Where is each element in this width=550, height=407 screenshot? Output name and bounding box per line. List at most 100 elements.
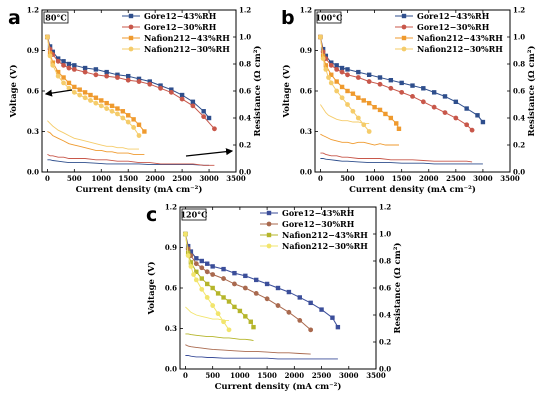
data-point bbox=[469, 127, 475, 133]
data-point bbox=[339, 69, 345, 75]
x-tick-label: 1000 bbox=[92, 174, 112, 183]
series-2: Nafion212−43%RH bbox=[318, 33, 503, 146]
data-point bbox=[199, 276, 204, 281]
data-point bbox=[204, 295, 210, 300]
data-point bbox=[297, 295, 302, 300]
y2-tick-label: 0.0 bbox=[513, 168, 525, 177]
data-point bbox=[88, 92, 93, 98]
data-point bbox=[226, 327, 232, 333]
legend-marker bbox=[266, 232, 272, 238]
legend-marker bbox=[401, 46, 407, 52]
resistance-line bbox=[47, 154, 215, 166]
x-tick-label: 2500 bbox=[446, 174, 466, 183]
data-point bbox=[188, 264, 194, 269]
y-tick-label: 0.6 bbox=[165, 284, 177, 293]
data-point bbox=[221, 295, 226, 300]
data-point bbox=[99, 98, 104, 103]
data-point bbox=[286, 309, 292, 315]
data-point bbox=[115, 106, 120, 111]
data-point bbox=[61, 62, 66, 68]
data-point bbox=[275, 303, 281, 308]
data-point bbox=[98, 103, 104, 109]
legend-entry: Gore12−30%RH bbox=[144, 22, 217, 32]
y2-tick-label: 1.2 bbox=[239, 6, 251, 15]
data-point bbox=[356, 95, 361, 100]
y-tick-label: 1.2 bbox=[165, 203, 177, 212]
legend-marker bbox=[266, 210, 272, 216]
data-point bbox=[334, 79, 339, 84]
data-point bbox=[339, 95, 345, 101]
data-point bbox=[169, 87, 174, 92]
data-point bbox=[319, 307, 324, 312]
y2-tick-label: 0.0 bbox=[239, 168, 251, 177]
y2-tick-label: 0.0 bbox=[379, 365, 391, 374]
chart-panel-b: 0 500 1000 1500 2000 2500 3000 35000.00.30.60.9… bbox=[281, 6, 537, 196]
legend-marker bbox=[401, 35, 407, 41]
data-point bbox=[345, 102, 350, 107]
data-point bbox=[93, 95, 99, 100]
x-tick-label: 2000 bbox=[145, 174, 165, 183]
data-point bbox=[237, 308, 243, 314]
data-point bbox=[109, 108, 115, 114]
y2-tick-label: 0.2 bbox=[239, 141, 251, 150]
panel-letter: a bbox=[8, 7, 21, 29]
data-point bbox=[464, 122, 470, 128]
legend-entry: Nafion212−30%RH bbox=[144, 44, 230, 54]
data-point bbox=[126, 73, 131, 79]
data-point bbox=[339, 84, 345, 90]
data-point bbox=[323, 53, 329, 59]
data-point bbox=[77, 92, 83, 98]
data-point bbox=[199, 265, 205, 271]
y2-tick-label: 0.6 bbox=[239, 87, 251, 96]
data-point bbox=[179, 96, 185, 102]
y2-axis-title: Resistance (Ω cm²) bbox=[252, 46, 263, 137]
data-point bbox=[355, 75, 361, 80]
data-point bbox=[345, 67, 350, 72]
y-axis-title: Voltage (V) bbox=[8, 64, 19, 118]
y2-tick-label: 1.0 bbox=[513, 33, 525, 42]
y-tick-label: 0.6 bbox=[300, 87, 312, 96]
data-point bbox=[453, 99, 459, 104]
data-point bbox=[61, 80, 66, 86]
data-point bbox=[442, 110, 448, 115]
data-point bbox=[66, 65, 72, 71]
data-point bbox=[410, 83, 415, 88]
y-tick-label: 0.0 bbox=[165, 365, 177, 374]
data-point bbox=[320, 56, 326, 61]
data-point bbox=[355, 115, 361, 121]
data-point bbox=[44, 34, 50, 40]
data-point bbox=[71, 89, 77, 95]
chart-panel-a: 0 500 1000 1500 2000 2500 3000 35000.00.30.60.9… bbox=[8, 6, 263, 196]
voltage-line bbox=[184, 233, 312, 331]
data-point bbox=[323, 63, 329, 68]
data-point bbox=[188, 260, 194, 265]
data-point bbox=[221, 319, 226, 325]
data-point bbox=[136, 79, 142, 84]
y2-tick-label: 0.8 bbox=[379, 257, 391, 266]
data-point bbox=[334, 88, 340, 94]
data-point bbox=[475, 113, 480, 118]
legend-entry: Gore12−30%RH bbox=[417, 22, 490, 32]
panel-letter: c bbox=[146, 204, 157, 226]
data-point bbox=[55, 58, 61, 64]
data-point bbox=[147, 81, 153, 87]
data-point bbox=[388, 78, 394, 83]
data-point bbox=[126, 113, 131, 118]
data-point bbox=[420, 99, 426, 105]
data-point bbox=[334, 67, 340, 72]
resistance-line bbox=[47, 131, 145, 155]
data-point bbox=[410, 94, 415, 99]
data-point bbox=[335, 324, 341, 330]
x-tick-label: 500 bbox=[205, 371, 220, 380]
data-point bbox=[190, 99, 196, 104]
resistance-line bbox=[320, 152, 473, 163]
data-point bbox=[210, 272, 216, 277]
data-point bbox=[47, 53, 53, 59]
data-point bbox=[339, 65, 345, 71]
x-tick-label: 0 bbox=[183, 371, 188, 380]
panel-letter: b bbox=[281, 7, 295, 29]
data-point bbox=[421, 86, 426, 91]
data-point bbox=[323, 67, 329, 72]
y2-axis-title: Resistance (Ω cm²) bbox=[392, 243, 403, 334]
legend-entry: Gore12−43%RH bbox=[282, 208, 355, 218]
